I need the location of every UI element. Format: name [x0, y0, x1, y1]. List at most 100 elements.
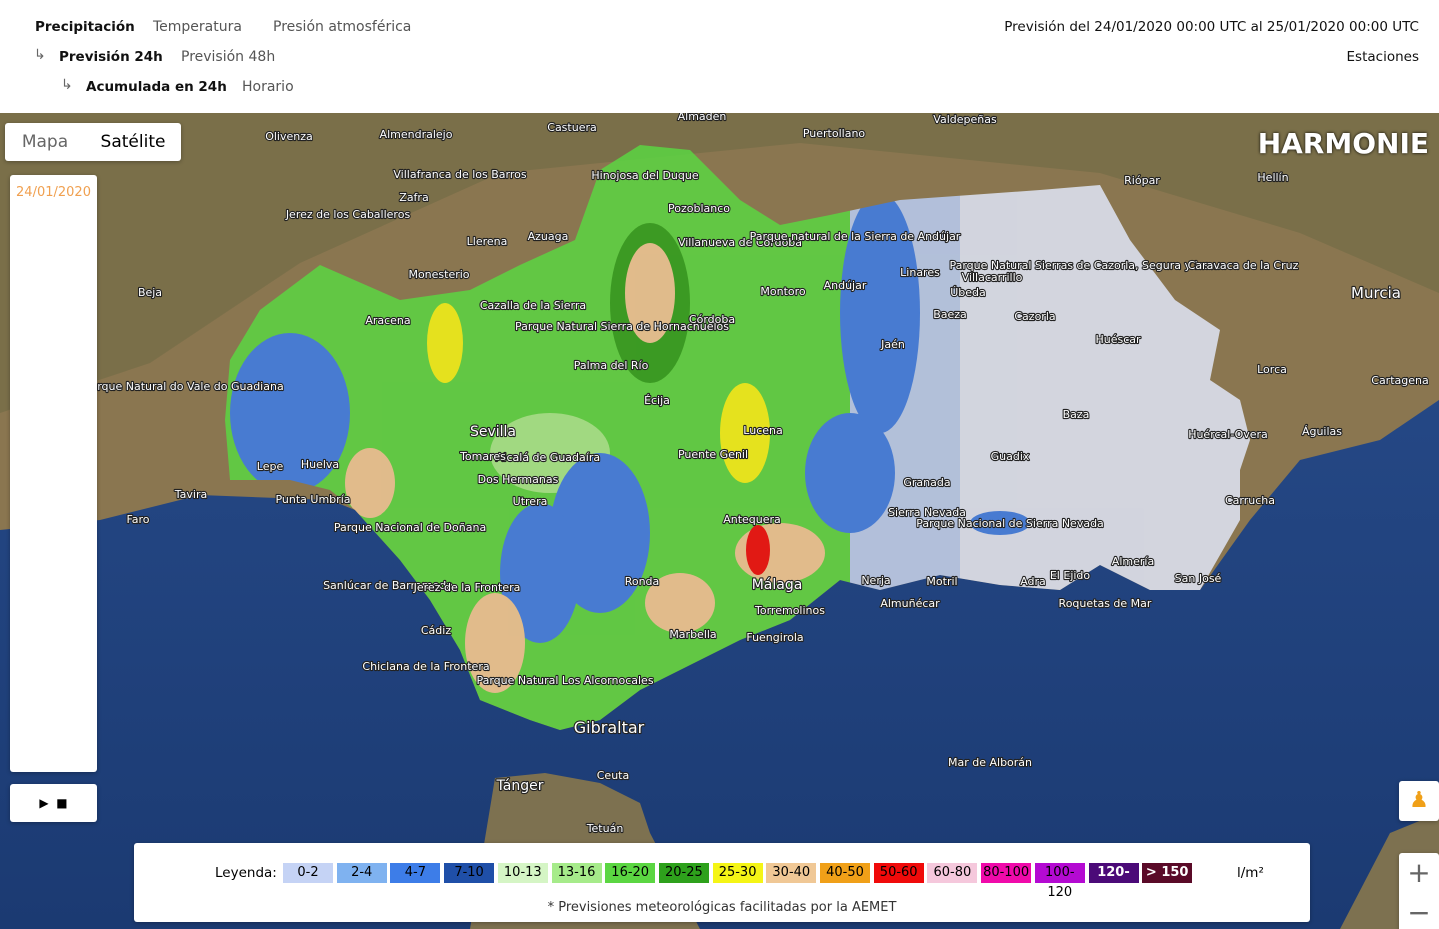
place-label: Fuengirola: [746, 631, 803, 644]
place-label: Tomares: [459, 450, 506, 463]
place-label: Antequera: [723, 513, 781, 526]
place-label: Huelva: [301, 458, 339, 471]
place-label: Baeza: [933, 308, 967, 321]
stations-link[interactable]: Estaciones: [1346, 49, 1419, 65]
legend-item: 80-100: [981, 863, 1032, 883]
place-label: Marbella: [669, 628, 716, 641]
place-label: Cazorla: [1014, 310, 1055, 323]
tab[interactable]: Precipitación: [35, 19, 135, 35]
place-label: Jerez de la Frontera: [413, 581, 521, 594]
place-label: Almería: [1112, 555, 1154, 568]
map-type-toggle: Mapa Satélite: [5, 123, 181, 161]
place-label: Monesterio: [408, 268, 469, 281]
place-label: Motril: [926, 575, 957, 588]
place-label: Murcia: [1351, 284, 1401, 302]
place-label: Parque Nacional de Doñana: [334, 521, 486, 534]
legend-item: 100-120: [1034, 863, 1085, 900]
place-label: Hinojosa del Duque: [591, 169, 698, 182]
place-label: Olivenza: [265, 130, 313, 143]
place-label: Cádiz: [421, 624, 451, 637]
forecast-range: Previsión del 24/01/2020 00:00 UTC al 25…: [1004, 19, 1419, 35]
place-label: Lorca: [1257, 363, 1287, 376]
place-label: Villafranca de los Barros: [393, 168, 526, 181]
legend-item: 120-150: [1088, 863, 1139, 900]
place-label: Utrera: [513, 495, 548, 508]
legend-item: 20-25: [658, 863, 709, 883]
place-label: Llerena: [467, 235, 508, 248]
tab[interactable]: Acumulada en 24h: [86, 79, 227, 95]
map[interactable]: Olivenza Almendralejo Castuera Almadén Puert…: [0, 113, 1439, 929]
tab[interactable]: Previsión 48h: [181, 49, 276, 65]
place-label: Punta Umbría: [275, 493, 350, 506]
place-label: Torremolinos: [754, 604, 825, 617]
legend-item: 40-50: [820, 863, 870, 883]
place-label: Gibraltar: [574, 718, 645, 737]
tab[interactable]: Temperatura: [153, 19, 242, 35]
place-label: Cazalla de la Sierra: [480, 299, 586, 312]
date-panel: 24/01/2020: [10, 175, 97, 772]
place-label: Sanlúcar de Barrameda: [323, 579, 453, 592]
arrow-icon: ↳: [34, 47, 46, 63]
place-label: Hellín: [1257, 171, 1288, 184]
place-label: Parque Natural Sierra de Hornachuelos: [515, 320, 729, 333]
legend-item: 60-80: [927, 863, 978, 883]
date[interactable]: 24/01/2020: [16, 185, 91, 200]
place-label: Almendralejo: [380, 128, 453, 141]
zoom-controls[interactable]: + −: [1399, 853, 1439, 929]
place-label: Jerez de los Caballeros: [285, 208, 411, 221]
place-label: Ceuta: [597, 769, 629, 782]
place-label: Sierra Nevada: [888, 506, 966, 519]
tab[interactable]: Horario: [242, 79, 294, 95]
legend-item: 50-60: [873, 863, 924, 883]
place-label: Alcalá de Guadaíra: [496, 451, 600, 464]
place-label: Aracena: [365, 314, 410, 327]
place-label: Nerja: [861, 574, 890, 587]
legend-item: 13-16: [551, 863, 602, 883]
playback-controls[interactable]: ▶ ■: [10, 784, 97, 822]
place-label: Chiclana de la Frontera: [362, 660, 489, 673]
place-label: Puente Genil: [678, 448, 748, 461]
legend-item: 16-20: [605, 863, 656, 883]
place-label: Parque Natural Los Alcornocales: [476, 674, 653, 687]
map-type-button[interactable]: Satélite: [100, 132, 166, 152]
place-label: Águilas: [1302, 425, 1342, 438]
place-label: Guadix: [991, 450, 1030, 463]
arrow-icon: ↳: [61, 77, 73, 93]
place-label: Almadén: [678, 113, 727, 123]
place-label: Baza: [1063, 408, 1090, 421]
legend-item: 30-40: [766, 863, 817, 883]
place-label: Villacarrillo: [962, 271, 1023, 284]
place-label: San José: [1175, 572, 1222, 585]
legend: Leyenda: l/m² * Previsiones meteorológic…: [134, 843, 1310, 922]
place-label: Parque Natural do Vale do Guadiana: [84, 380, 283, 393]
street-view-icon[interactable]: ♟: [1399, 781, 1439, 821]
place-label: Málaga: [752, 577, 803, 593]
place-label: Azuaga: [528, 230, 569, 243]
place-label: Beja: [138, 286, 162, 299]
place-label: Dos Hermanas: [478, 473, 559, 486]
place-label: Palma del Río: [574, 359, 649, 372]
model-name: HARMONIE: [1257, 127, 1429, 160]
place-label: Jaén: [880, 338, 905, 351]
place-label: Tánger: [496, 778, 544, 794]
place-label: Almuñécar: [880, 597, 940, 610]
place-label: Córdoba: [689, 313, 735, 326]
place-label: Úbeda: [950, 286, 986, 299]
place-label: Montoro: [760, 285, 806, 298]
legend-note: * Previsiones meteorológicas facilitadas…: [547, 900, 897, 915]
place-label: Mar de Alborán: [948, 756, 1032, 769]
place-label: Villanueva de Córdoba: [678, 236, 802, 249]
place-label: Castuera: [547, 121, 596, 134]
place-label: Sevilla: [470, 424, 516, 440]
map-type-button[interactable]: Mapa: [21, 132, 69, 152]
place-label: Écija: [644, 394, 670, 407]
place-label: Puertollano: [803, 127, 866, 140]
place-label: Pozoblanco: [668, 202, 730, 215]
place-label: El Ejido: [1050, 569, 1091, 582]
legend-item: 10-13: [497, 863, 548, 883]
tab[interactable]: Presión atmosférica: [273, 19, 412, 35]
place-label: Lepe: [257, 460, 284, 473]
legend-item: 4-7: [390, 863, 441, 883]
tab[interactable]: Previsión 24h: [59, 49, 163, 65]
